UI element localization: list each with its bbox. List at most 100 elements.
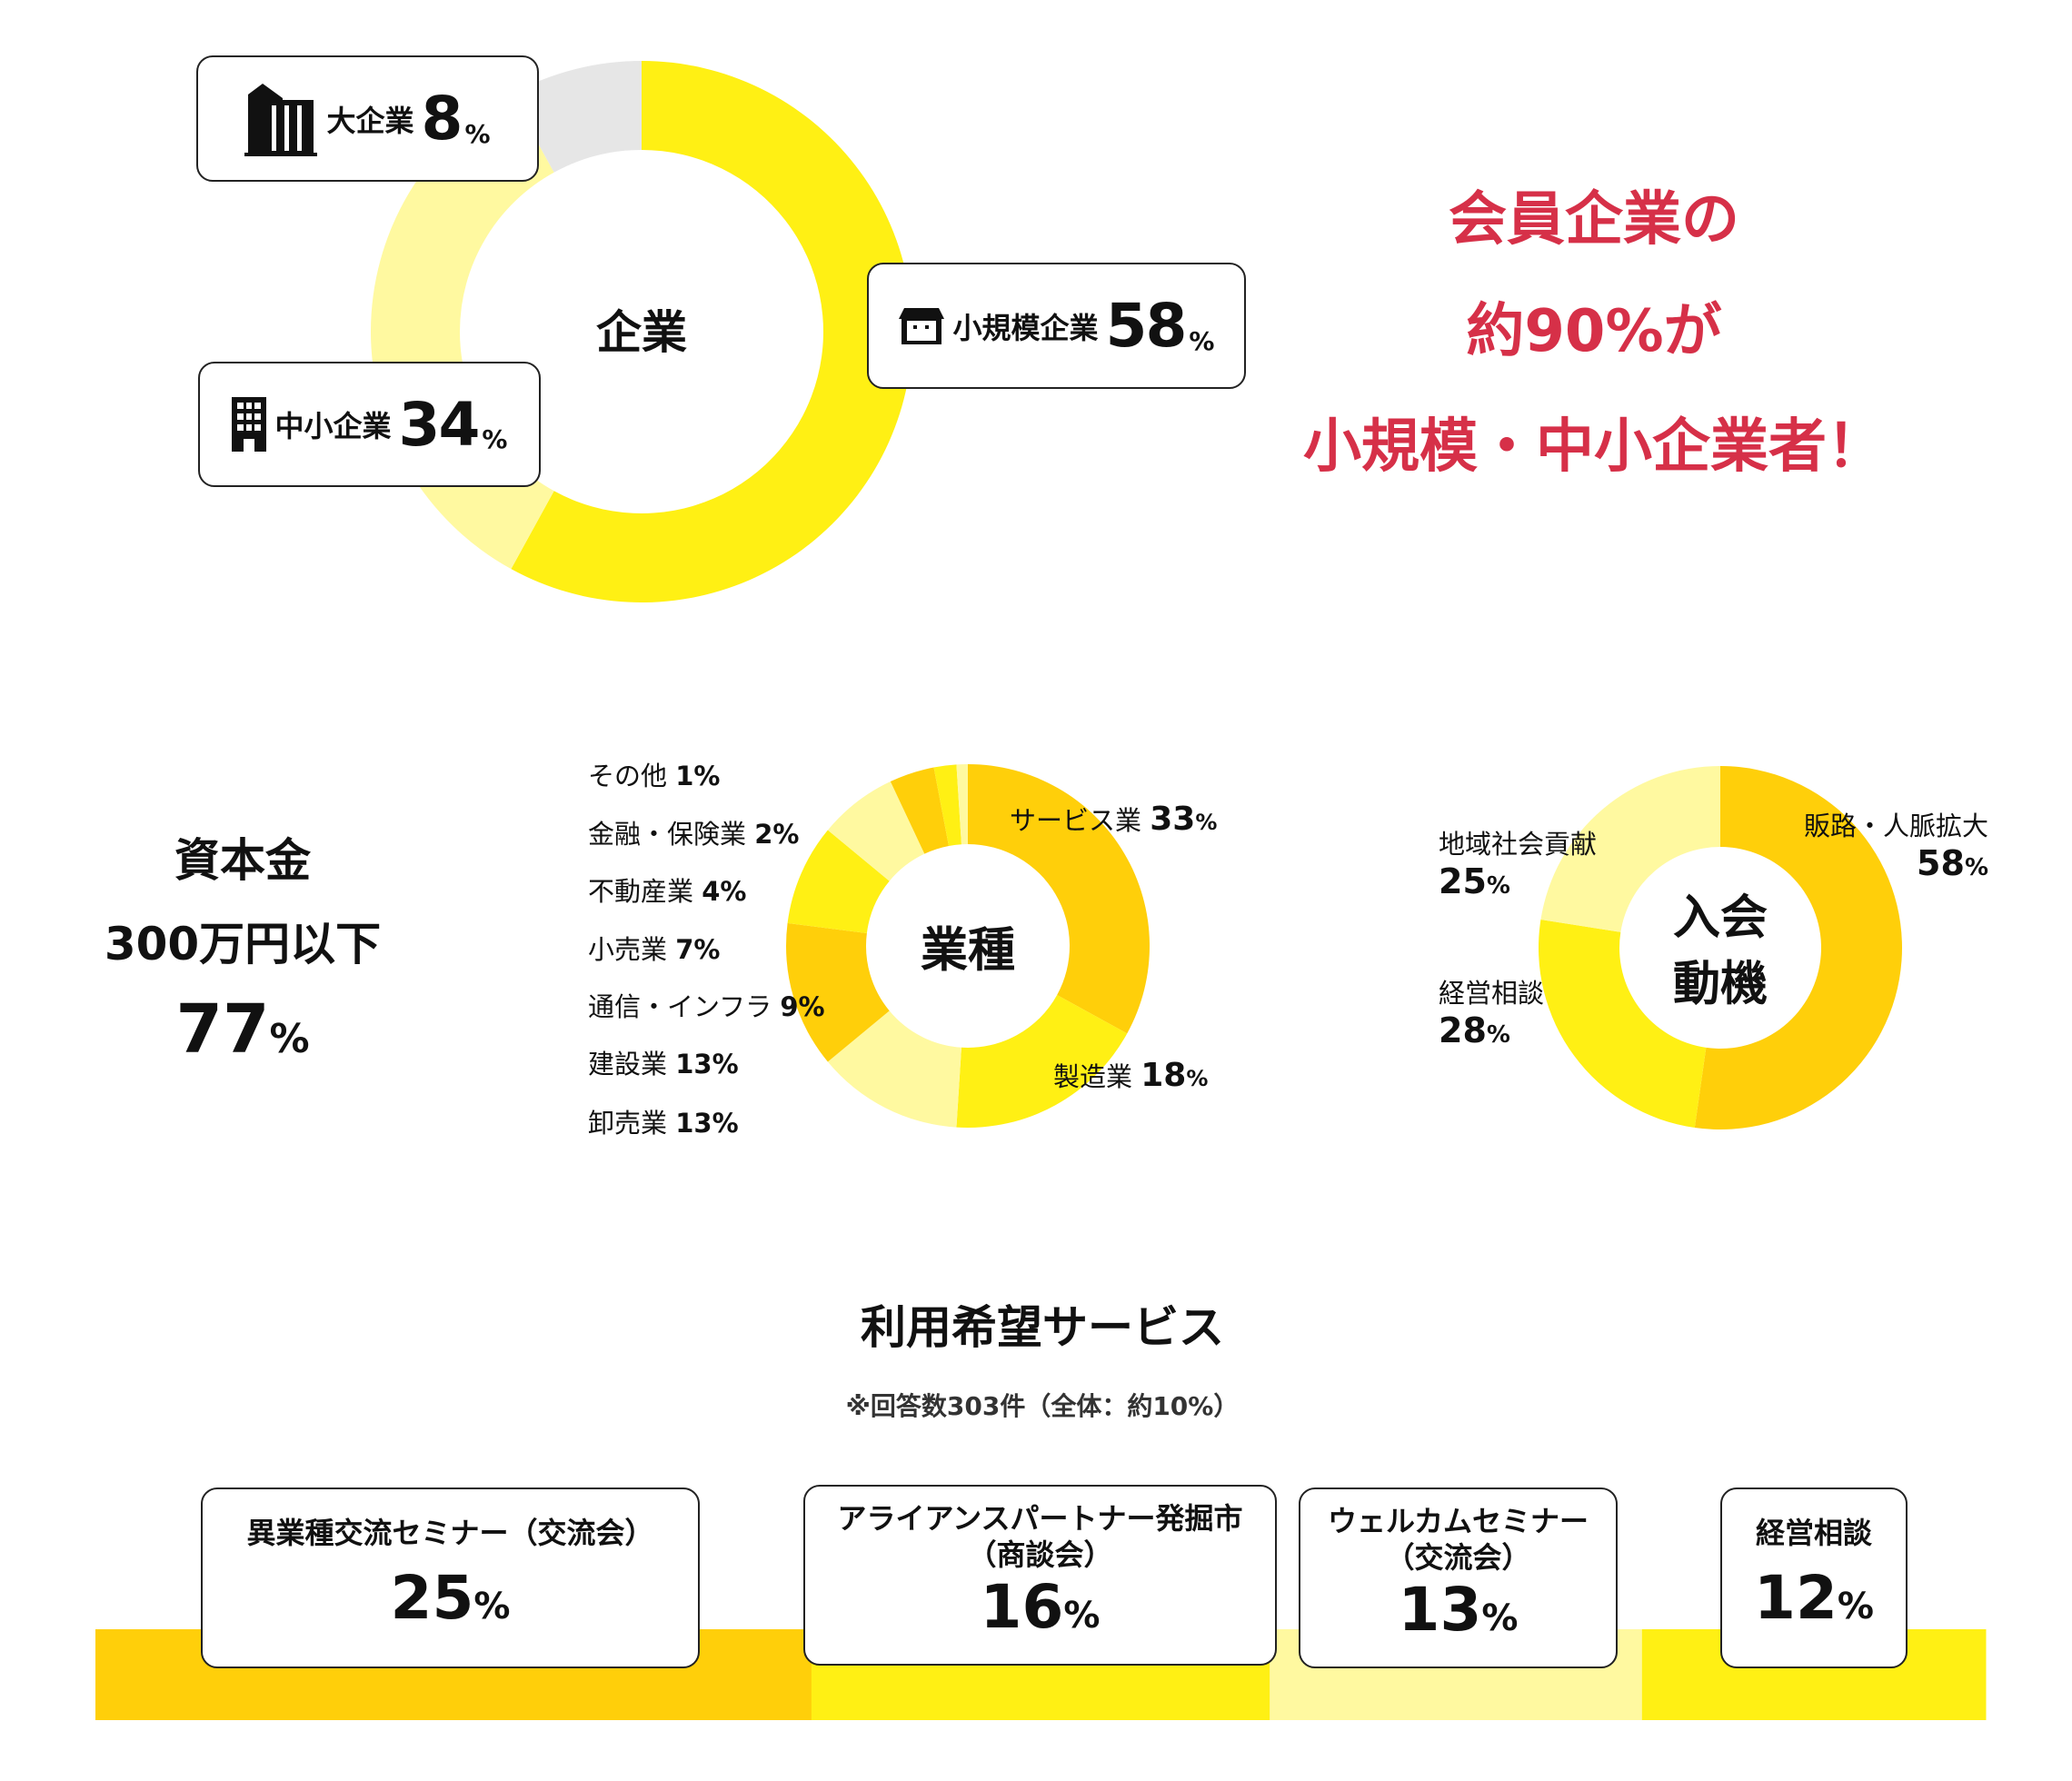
motive-center-line-2: 動機 bbox=[1672, 957, 1768, 1012]
legend-item-value: 9% bbox=[780, 991, 825, 1022]
service-card-unit: % bbox=[1481, 1597, 1519, 1639]
capital-unit: % bbox=[269, 1016, 310, 1062]
legend-item-value: 4% bbox=[702, 876, 747, 907]
legend-consult-unit: % bbox=[1486, 1021, 1510, 1049]
service-card-value: 25 bbox=[390, 1563, 474, 1633]
large-company-label: 大企業 bbox=[326, 103, 414, 138]
small-company-card: 小規模企業 58 % bbox=[867, 263, 1246, 389]
legend-item: 卸売業 13% bbox=[588, 1102, 739, 1140]
capital-title: 資本金 bbox=[174, 834, 311, 887]
service-card-unit: % bbox=[473, 1586, 511, 1627]
small-company-label: 小規模企業 bbox=[952, 310, 1099, 345]
industry-donut-slice bbox=[786, 922, 890, 1062]
legend-community: 地域社会貢献 25% bbox=[1439, 823, 1597, 901]
small-company-unit: % bbox=[1189, 326, 1215, 356]
legend-item: 金融・保険業 2% bbox=[588, 813, 799, 851]
service-card-unit: % bbox=[1063, 1595, 1101, 1637]
service-card-label: 経営相談 bbox=[1755, 1516, 1872, 1550]
service-card-unit: % bbox=[1837, 1586, 1874, 1627]
service-card-value: 13 bbox=[1398, 1575, 1482, 1645]
service-card-label: 異業種交流セミナー（交流会） bbox=[246, 1516, 654, 1550]
legend-item-value: 7% bbox=[675, 934, 721, 965]
small-company-value: 58 bbox=[1105, 291, 1188, 361]
legend-consult-name: 経営相談 bbox=[1439, 978, 1545, 1009]
legend-item-name: 小売業 bbox=[588, 934, 668, 965]
motive-donut-slice bbox=[1540, 766, 1720, 932]
legend-sales-value: 58 bbox=[1917, 843, 1965, 883]
motive-donut-slice bbox=[1694, 766, 1902, 1129]
legend-community-unit: % bbox=[1486, 872, 1510, 900]
service-card-sublabel: （商談会） bbox=[967, 1537, 1113, 1572]
legend-item: 小売業 7% bbox=[588, 929, 720, 967]
legend-item: 通信・インフラ 9% bbox=[588, 986, 825, 1024]
service-card: 経営相談 12% bbox=[1720, 1487, 1908, 1668]
capital-value-group: 77% bbox=[175, 990, 309, 1069]
mid-company-unit: % bbox=[482, 424, 508, 454]
legend-item: その他 1% bbox=[588, 755, 720, 793]
capital-condition: 300万円以下 bbox=[104, 918, 382, 970]
legend-item-name: 通信・インフラ bbox=[588, 991, 772, 1022]
service-card-value-group: 13% bbox=[1399, 1576, 1519, 1653]
legend-item-value: 1% bbox=[675, 761, 721, 791]
industry-donut-slice bbox=[968, 764, 1150, 1034]
legend-consult: 経営相談 28% bbox=[1439, 972, 1544, 1050]
service-card: ウェルカムセミナー （交流会） 13% bbox=[1299, 1487, 1618, 1668]
legend-community-name: 地域社会貢献 bbox=[1439, 829, 1598, 860]
industry-donut-center-label: 業種 bbox=[920, 923, 1016, 979]
legend-item-name: 金融・保険業 bbox=[588, 819, 747, 850]
large-company-unit: % bbox=[464, 119, 491, 149]
office-tower-icon bbox=[244, 83, 318, 156]
services-note: ※回答数303件（全体：約10%） bbox=[845, 1391, 1240, 1421]
legend-service-name: サービス業 bbox=[1010, 805, 1142, 836]
legend-consult-value: 28 bbox=[1439, 1010, 1487, 1050]
legend-sales-unit: % bbox=[1964, 854, 1988, 881]
service-card-value: 12 bbox=[1754, 1563, 1838, 1633]
legend-item-name: 卸売業 bbox=[588, 1108, 668, 1139]
capital-value: 77 bbox=[175, 990, 270, 1069]
legend-service-unit: % bbox=[1195, 810, 1218, 835]
legend-item-value: 13% bbox=[675, 1049, 739, 1080]
industry-donut-slice bbox=[956, 764, 968, 845]
legend-item-name: 不動産業 bbox=[588, 876, 694, 907]
industry-donut-slice bbox=[933, 764, 961, 846]
mid-company-value: 34 bbox=[398, 389, 481, 460]
industry-donut-slice bbox=[890, 767, 950, 854]
legend-community-value: 25 bbox=[1439, 861, 1487, 901]
mid-company-label: 中小企業 bbox=[274, 409, 392, 443]
company-donut-center-label: 企業 bbox=[596, 306, 687, 359]
motive-donut-slice bbox=[1539, 919, 1707, 1129]
service-card-label: ウェルカムセミナー bbox=[1327, 1504, 1589, 1538]
company-donut-slice bbox=[511, 61, 642, 173]
legend-item-value: 2% bbox=[754, 819, 800, 850]
industry-donut-slice bbox=[827, 781, 925, 881]
legend-item: 建設業 13% bbox=[588, 1043, 739, 1081]
headline-line-1: 会員企業の bbox=[1449, 186, 1739, 254]
legend-manufacturing: 製造業 18% bbox=[1053, 1056, 1208, 1094]
legend-item-name: 建設業 bbox=[588, 1049, 668, 1080]
services-title: 利用希望サービス bbox=[861, 1301, 1224, 1354]
industry-donut-slice bbox=[827, 1010, 961, 1128]
legend-manufacturing-value: 18 bbox=[1141, 1057, 1187, 1094]
legend-item-name: その他 bbox=[588, 761, 668, 791]
company-donut-slice bbox=[511, 61, 912, 602]
large-company-value: 8 bbox=[421, 84, 463, 154]
legend-item-value: 13% bbox=[675, 1108, 739, 1139]
large-company-card: 大企業 8 % bbox=[196, 55, 539, 182]
motive-center-line-1: 入会 bbox=[1672, 890, 1768, 946]
service-card-sublabel: （交流会） bbox=[1385, 1540, 1531, 1575]
headline-line-3: 小規模・中小企業者！ bbox=[1303, 413, 1885, 481]
legend-manufacturing-unit: % bbox=[1186, 1066, 1209, 1091]
legend-item: 不動産業 4% bbox=[588, 871, 746, 909]
service-card: アライアンスパートナー発掘市 （商談会） 16% bbox=[803, 1485, 1277, 1666]
industry-donut-slice bbox=[956, 994, 1128, 1128]
legend-service: サービス業 33% bbox=[1010, 800, 1217, 838]
building-icon bbox=[231, 397, 266, 452]
industry-donut-slice bbox=[787, 830, 890, 933]
legend-service-value: 33 bbox=[1150, 801, 1196, 838]
service-card-value-group: 12% bbox=[1754, 1564, 1874, 1641]
service-card-value-group: 16% bbox=[981, 1573, 1101, 1650]
service-card: 異業種交流セミナー（交流会） 25% bbox=[201, 1487, 700, 1668]
headline-line-2: 約90%が bbox=[1466, 298, 1722, 365]
legend-manufacturing-name: 製造業 bbox=[1053, 1061, 1133, 1092]
shop-icon bbox=[898, 307, 944, 344]
